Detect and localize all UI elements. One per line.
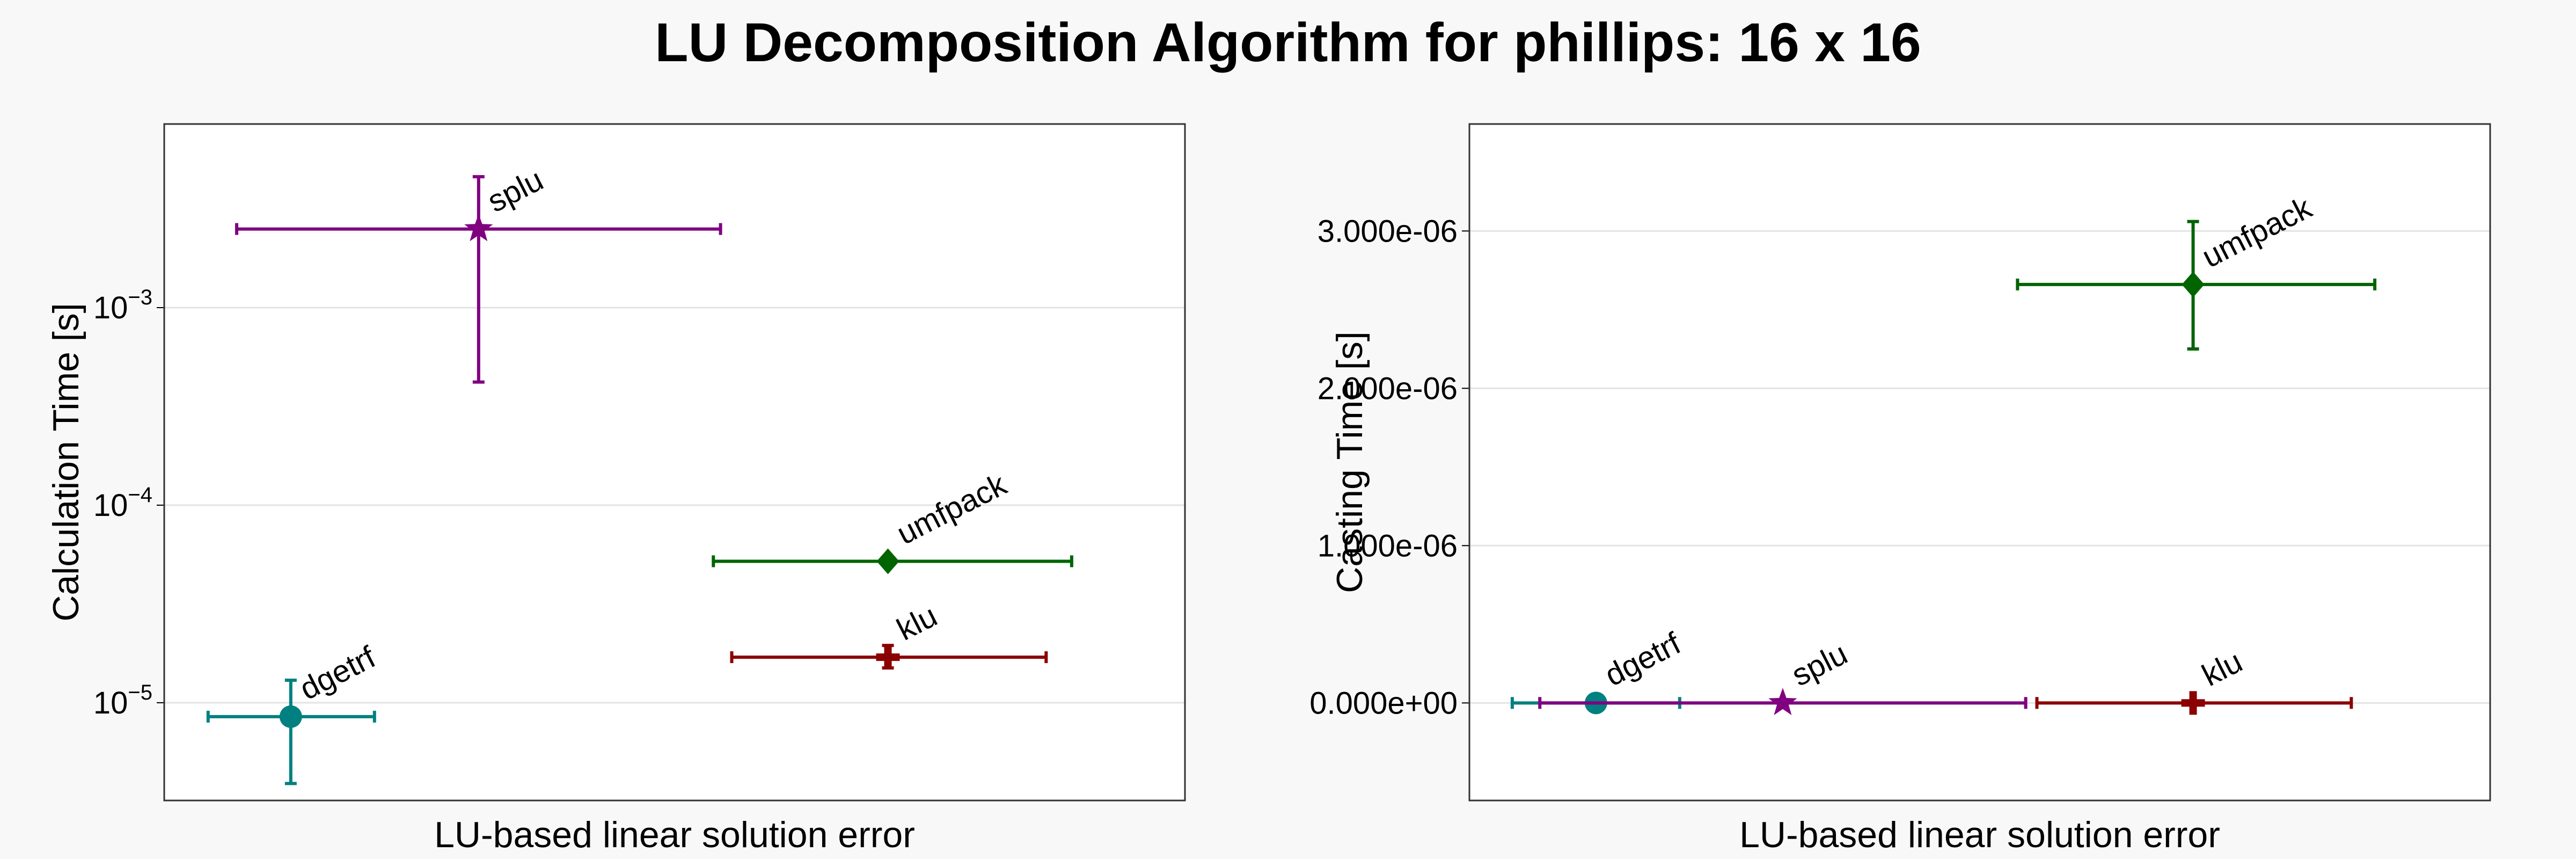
plot-frame [163,123,1186,802]
data-point-dgetrf [279,705,302,728]
x-axis-label: LU-based linear solution error [434,814,915,855]
y-axis-label: Calculation Time [s] [46,303,86,621]
y-tick-label: 10−5 [93,681,152,720]
data-point-klu [876,645,900,669]
y-tick-label: 10−3 [93,286,152,325]
plot-area [164,124,1185,800]
data-point-splu [464,214,493,242]
figure-title: LU Decomposition Algorithm for phillips:… [655,12,1921,73]
y-tick-label: 10−4 [93,483,152,523]
data-point-umfpack [876,548,899,574]
